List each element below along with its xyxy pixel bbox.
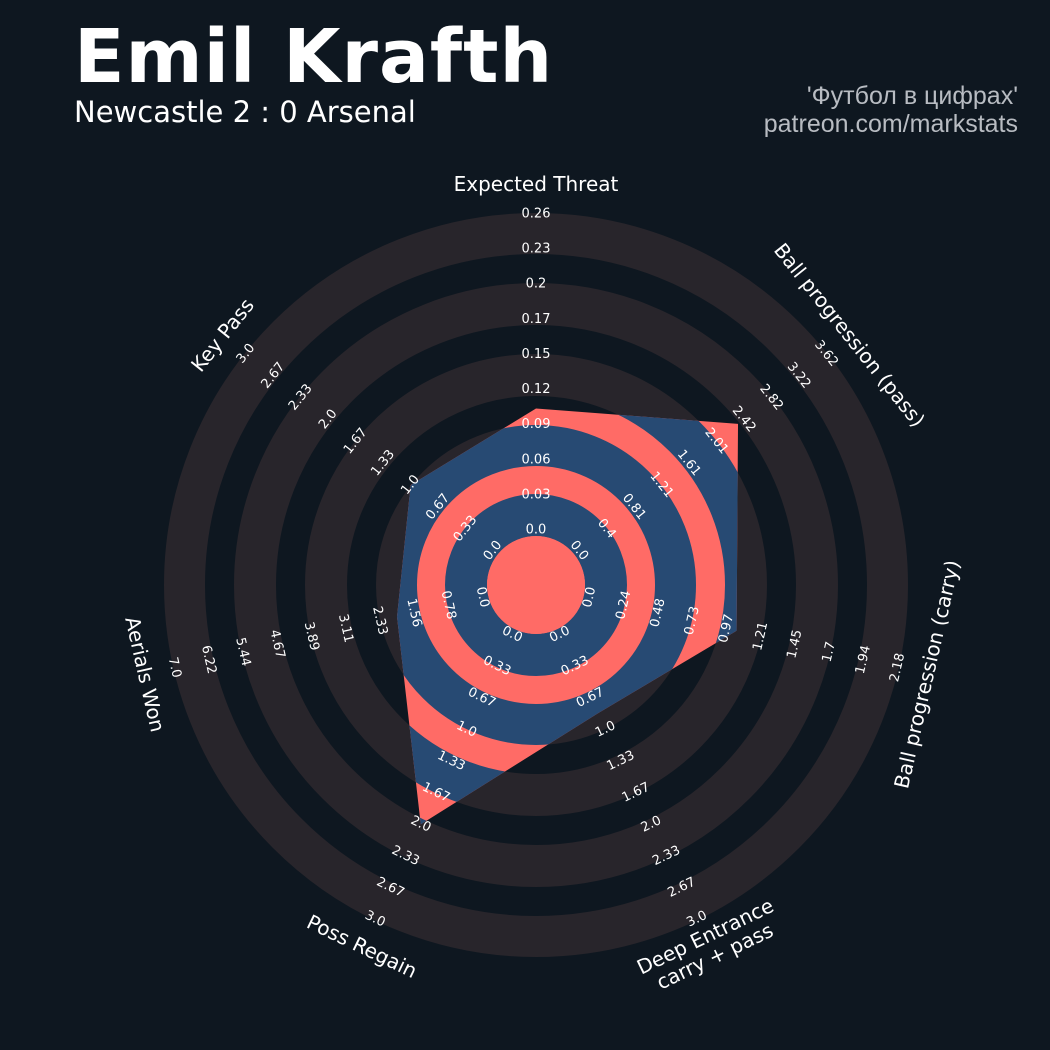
background-ring [234,283,838,887]
credit: 'Футбол в цифрах' patreon.com/markstats [764,82,1018,138]
tick-label: 0.09 [522,417,551,432]
polygon-ring [396,425,696,745]
tick-label: 0.06 [522,452,551,467]
tick-label: 0.12 [522,382,551,397]
tick-label: 0.48 [648,597,669,629]
match-subtitle: Newcastle 2 : 0 Arsenal [74,95,416,129]
tick-label: 1.45 [784,628,805,660]
tick-label: 0.0 [580,585,599,609]
tick-label: 0.03 [522,487,551,502]
credit-line-2: patreon.com/markstats [763,110,1018,138]
tick-label: 3.89 [301,621,322,653]
tick-label: 0.17 [522,312,551,327]
tick-label: 2.18 [887,652,908,684]
tick-label: 1.94 [853,644,874,676]
background-ring [305,354,767,816]
tick-label: 0.2 [526,277,547,292]
tick-label: 4.67 [266,628,287,660]
tick-label: 0.0 [526,523,547,538]
param-label-line: Expected Threat [454,172,619,196]
param-label: Expected Threat [454,172,619,196]
tick-label: 6.22 [198,644,219,676]
tick-label: 1.21 [750,621,771,653]
tick-label: 0.78 [438,589,459,621]
tick-label: 1.56 [403,597,424,629]
tick-label: 2.33 [369,605,390,637]
tick-label: 0.73 [682,605,703,637]
param-label-line: Aerials Won [120,614,170,734]
tick-label: 0.23 [522,242,551,257]
tick-label: 0.97 [716,613,737,645]
player-name-title: Emil Krafth [74,14,554,100]
tick-label: 1.7 [820,640,839,664]
tick-label: 0.24 [613,589,634,621]
background-ring [164,213,908,957]
credit-line-1: 'Футбол в цифрах' [806,82,1018,110]
tick-label: 0.26 [522,207,551,222]
tick-label: 0.15 [522,347,551,362]
polygon-ring [445,494,627,676]
tick-label: 3.11 [335,613,356,645]
center-circle [487,536,585,634]
tick-label: 0.0 [473,585,492,609]
tick-label: 7.0 [165,656,184,680]
param-label: Aerials Won [120,614,170,734]
tick-label: 5.44 [232,636,253,668]
